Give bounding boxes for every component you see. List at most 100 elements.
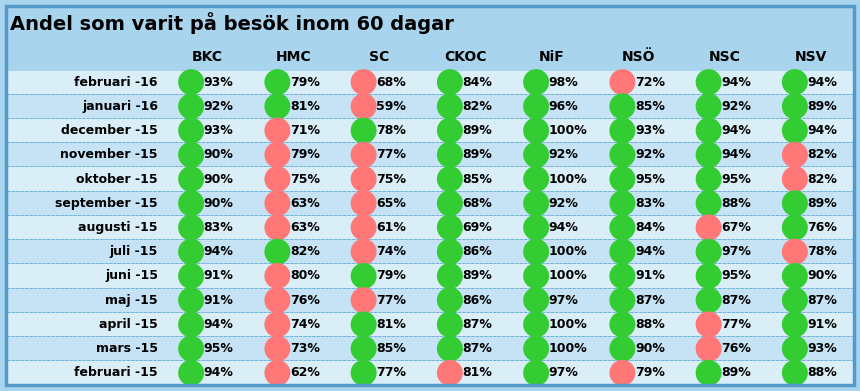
Point — [702, 346, 716, 352]
Text: 68%: 68% — [376, 75, 406, 89]
Point — [529, 321, 543, 328]
Text: 83%: 83% — [635, 197, 665, 210]
Text: 89%: 89% — [463, 269, 492, 282]
Text: 85%: 85% — [376, 342, 406, 355]
Point — [702, 297, 716, 303]
Text: 100%: 100% — [549, 245, 587, 258]
Point — [271, 321, 285, 328]
Point — [184, 79, 198, 85]
Text: 96%: 96% — [549, 100, 579, 113]
Text: 69%: 69% — [463, 221, 492, 234]
Text: 84%: 84% — [463, 75, 492, 89]
Text: 93%: 93% — [204, 75, 233, 89]
Bar — [7, 192, 853, 215]
Text: 91%: 91% — [204, 294, 234, 307]
Text: 90%: 90% — [635, 342, 665, 355]
Text: 79%: 79% — [290, 75, 320, 89]
Text: CKOC: CKOC — [445, 50, 487, 64]
Text: 77%: 77% — [376, 294, 406, 307]
Text: 76%: 76% — [290, 294, 320, 307]
Text: 94%: 94% — [635, 245, 665, 258]
Text: BKC: BKC — [192, 50, 223, 64]
Point — [616, 152, 630, 158]
Text: 97%: 97% — [549, 294, 579, 307]
Text: 77%: 77% — [722, 318, 751, 331]
Point — [702, 224, 716, 231]
Text: september -15: september -15 — [55, 197, 158, 210]
Text: januari -16: januari -16 — [82, 100, 158, 113]
Text: 94%: 94% — [204, 366, 234, 379]
Point — [529, 249, 543, 255]
Text: april -15: april -15 — [99, 318, 158, 331]
Text: 100%: 100% — [549, 172, 587, 186]
Text: 85%: 85% — [635, 100, 665, 113]
Point — [529, 200, 543, 206]
Bar — [7, 119, 853, 142]
Point — [529, 297, 543, 303]
Point — [184, 346, 198, 352]
Point — [788, 321, 802, 328]
Text: 89%: 89% — [808, 100, 837, 113]
Text: 94%: 94% — [722, 148, 751, 161]
Point — [616, 79, 630, 85]
Text: 92%: 92% — [549, 148, 579, 161]
Text: NSC: NSC — [709, 50, 740, 64]
Point — [702, 103, 716, 109]
Point — [788, 273, 802, 279]
Text: 82%: 82% — [290, 245, 320, 258]
Bar — [7, 361, 853, 384]
Text: 91%: 91% — [635, 269, 665, 282]
Point — [443, 152, 457, 158]
Point — [616, 103, 630, 109]
Point — [184, 176, 198, 182]
Bar — [7, 167, 853, 191]
Point — [443, 127, 457, 134]
Text: 92%: 92% — [549, 197, 579, 210]
Point — [184, 321, 198, 328]
Point — [184, 224, 198, 231]
Text: 91%: 91% — [204, 269, 234, 282]
Point — [788, 176, 802, 182]
Text: 74%: 74% — [376, 245, 406, 258]
Text: 94%: 94% — [808, 75, 838, 89]
Text: 59%: 59% — [376, 100, 406, 113]
Text: 83%: 83% — [204, 221, 233, 234]
Point — [443, 321, 457, 328]
Point — [443, 79, 457, 85]
Point — [271, 370, 285, 376]
Point — [357, 103, 371, 109]
Text: 95%: 95% — [635, 172, 665, 186]
Point — [788, 103, 802, 109]
Point — [788, 200, 802, 206]
Point — [271, 127, 285, 134]
Point — [702, 127, 716, 134]
Text: NSÖ: NSÖ — [622, 50, 655, 64]
Text: 72%: 72% — [635, 75, 665, 89]
Text: 98%: 98% — [549, 75, 579, 89]
Text: juni -15: juni -15 — [105, 269, 158, 282]
Text: 82%: 82% — [463, 100, 492, 113]
Text: juli -15: juli -15 — [110, 245, 158, 258]
Text: 81%: 81% — [376, 318, 406, 331]
Text: 89%: 89% — [463, 124, 492, 137]
Point — [702, 321, 716, 328]
Point — [357, 152, 371, 158]
Text: 94%: 94% — [204, 318, 234, 331]
Point — [788, 152, 802, 158]
Point — [529, 79, 543, 85]
Text: november -15: november -15 — [60, 148, 158, 161]
Bar — [7, 216, 853, 239]
Point — [616, 321, 630, 328]
Text: 84%: 84% — [635, 221, 665, 234]
Point — [702, 249, 716, 255]
Point — [443, 224, 457, 231]
Point — [443, 249, 457, 255]
Point — [702, 370, 716, 376]
Text: NiF: NiF — [539, 50, 565, 64]
Text: 94%: 94% — [722, 75, 751, 89]
Point — [271, 152, 285, 158]
Text: 94%: 94% — [204, 245, 234, 258]
Text: 78%: 78% — [808, 245, 838, 258]
Point — [702, 152, 716, 158]
Point — [443, 297, 457, 303]
